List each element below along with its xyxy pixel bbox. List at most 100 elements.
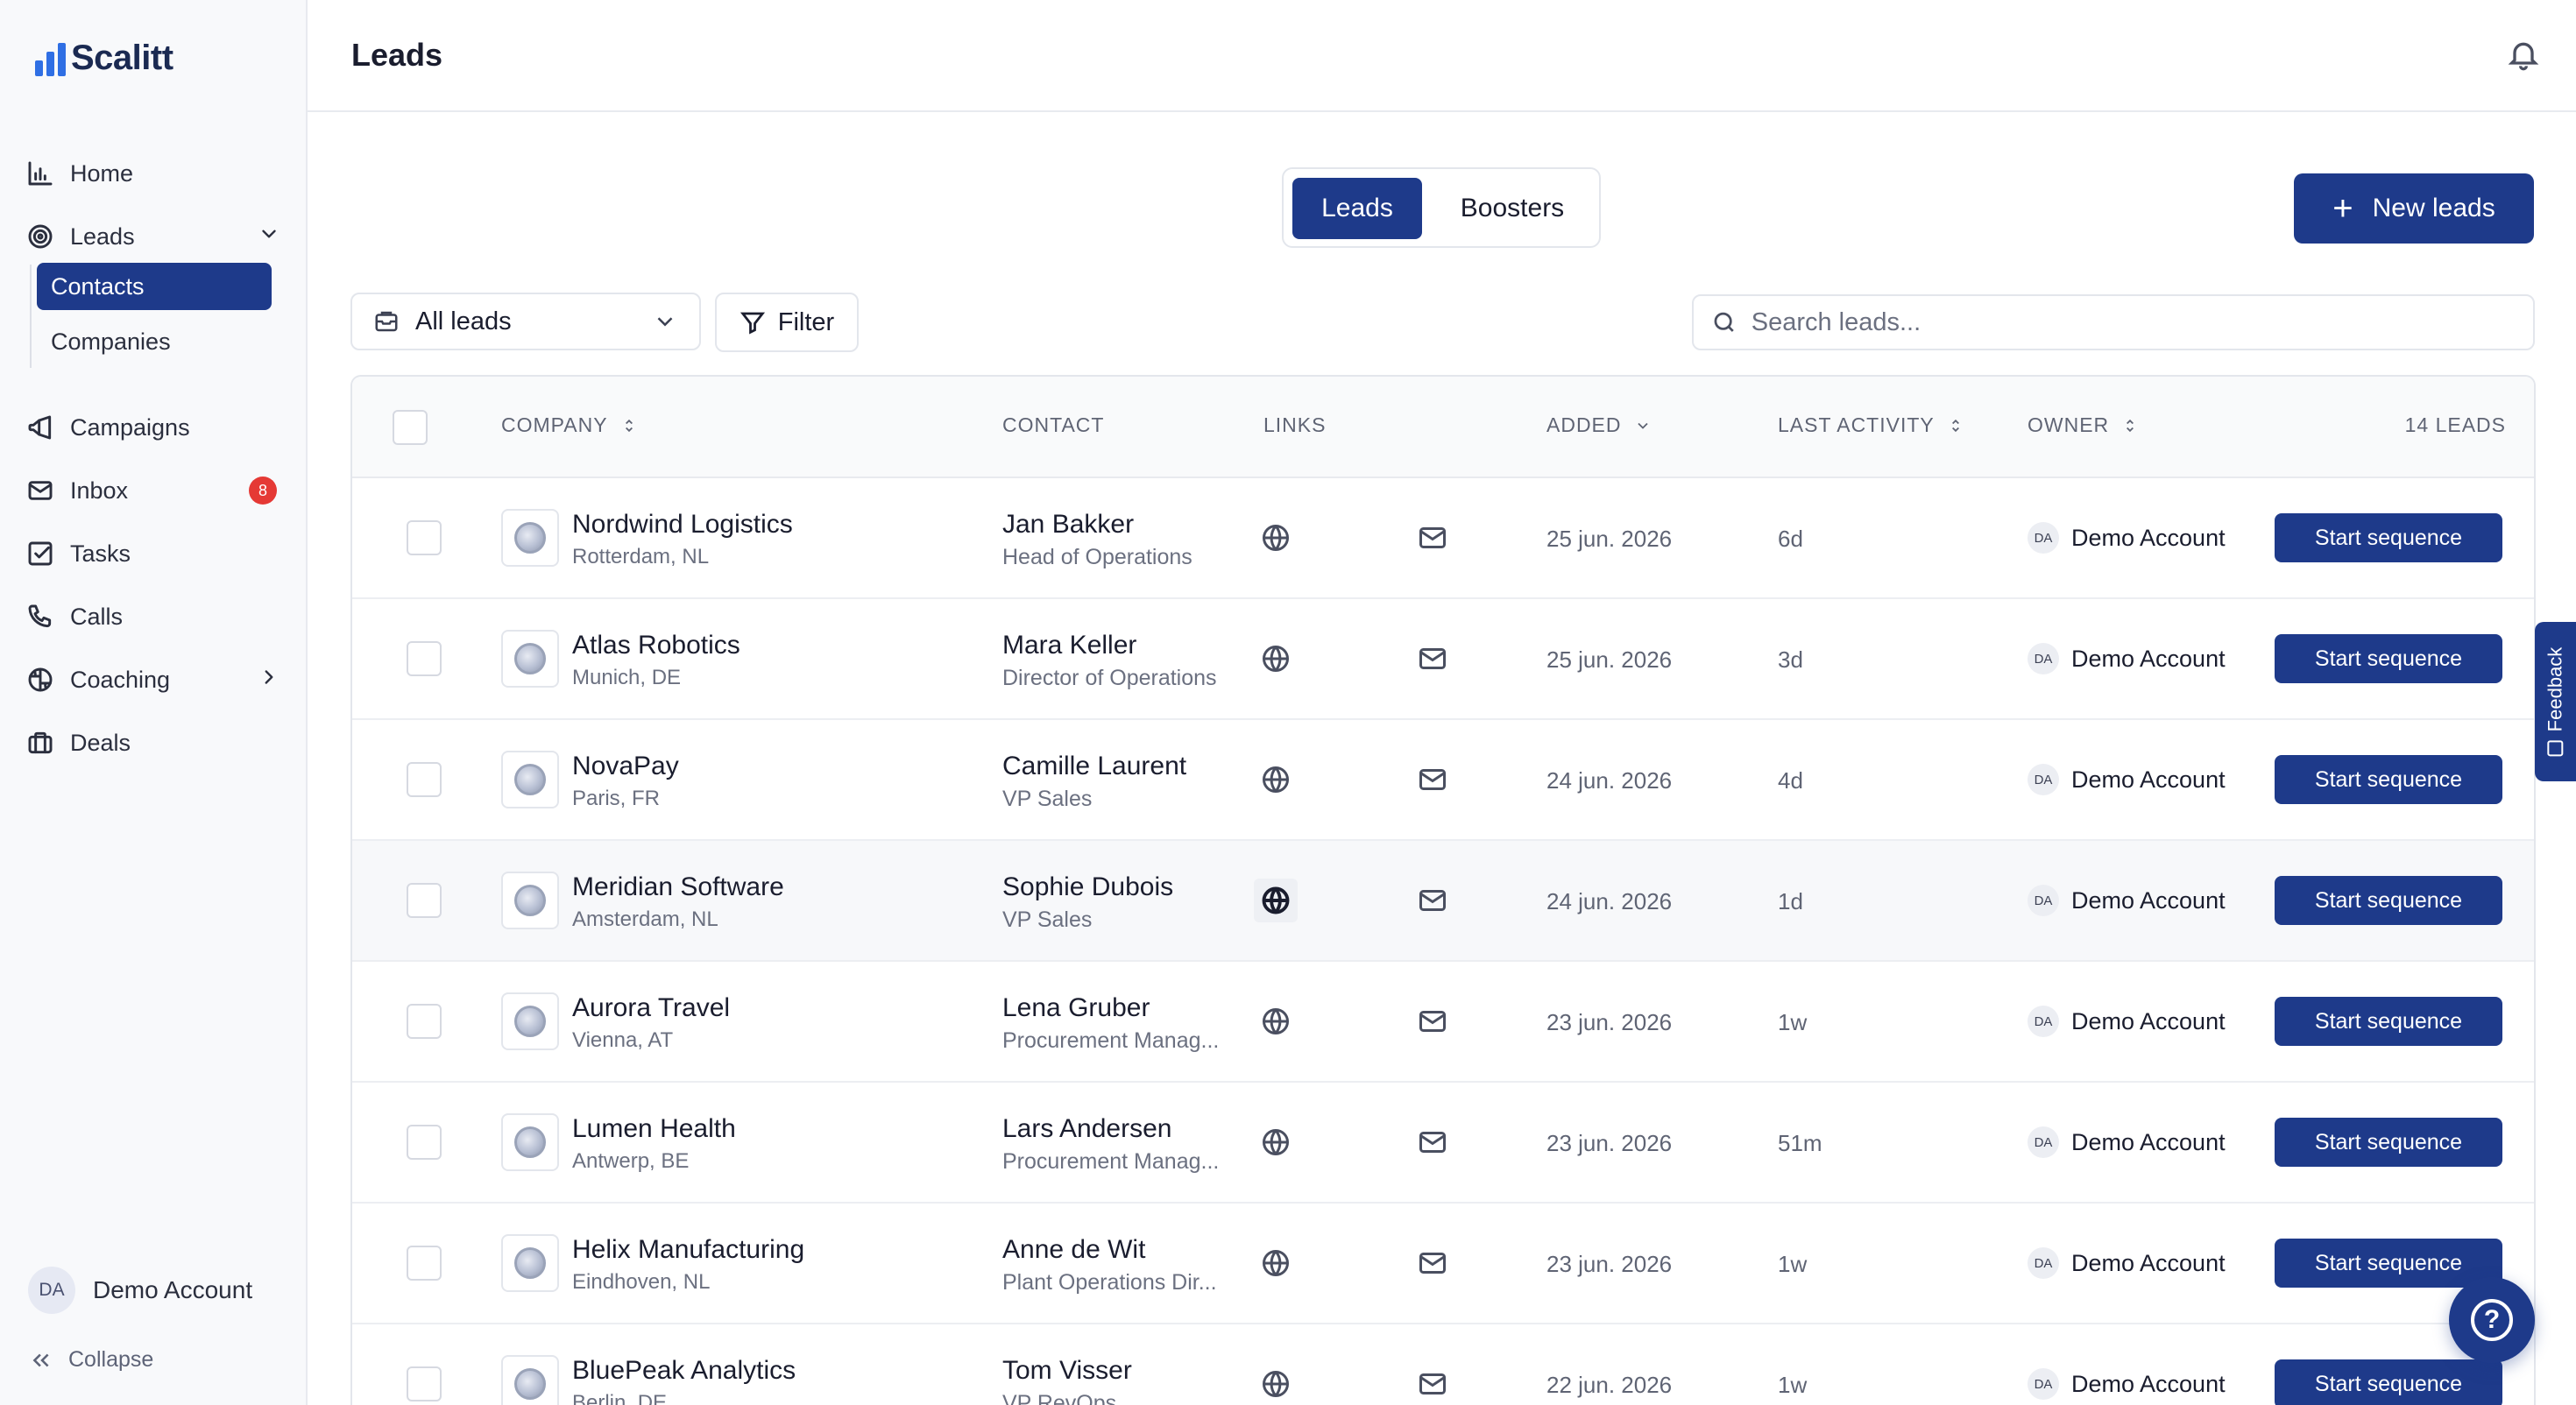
row-checkbox[interactable] — [407, 520, 442, 555]
contact-name[interactable]: Mara Keller — [1002, 631, 1137, 660]
sort-icon — [1951, 419, 1959, 432]
company-name[interactable]: Helix Manufacturing — [572, 1235, 805, 1264]
website-link-icon[interactable] — [1260, 1006, 1292, 1037]
email-link-icon[interactable] — [1417, 1006, 1448, 1037]
sidebar-item-calls[interactable]: Calls — [26, 592, 280, 641]
sidebar-item-inbox[interactable]: Inbox 8 — [26, 466, 280, 515]
company-name[interactable]: Lumen Health — [572, 1114, 736, 1143]
added-date: 25 jun. 2026 — [1546, 526, 1673, 552]
table-row[interactable]: Helix Manufacturing Eindhoven, NL Anne d… — [352, 1204, 2534, 1324]
column-added[interactable]: ADDED — [1546, 413, 1652, 437]
notifications-button[interactable] — [2506, 37, 2541, 72]
contact-role: VP RevOps — [1002, 1391, 1117, 1405]
row-checkbox[interactable] — [407, 762, 442, 797]
row-checkbox[interactable] — [407, 1246, 442, 1281]
contact-name[interactable]: Tom Visser — [1002, 1356, 1132, 1385]
website-link-icon[interactable] — [1254, 879, 1298, 922]
email-link-icon[interactable] — [1417, 1368, 1448, 1400]
company-name[interactable]: Aurora Travel — [572, 993, 731, 1022]
chevron-right-icon[interactable] — [258, 666, 280, 695]
column-owner[interactable]: OWNER — [2028, 413, 2139, 437]
start-sequence-button[interactable]: Start sequence — [2275, 755, 2502, 804]
sidebar-item-label: Deals — [70, 729, 131, 756]
sidebar-item-leads[interactable]: Leads — [26, 212, 280, 261]
sidebar-item-deals[interactable]: Deals — [26, 718, 280, 767]
company-name[interactable]: NovaPay — [572, 752, 679, 780]
email-link-icon[interactable] — [1417, 1247, 1448, 1279]
contact-name[interactable]: Anne de Wit — [1002, 1235, 1146, 1264]
row-checkbox[interactable] — [407, 883, 442, 918]
feedback-tab[interactable]: Feedback — [2535, 622, 2576, 781]
start-sequence-button[interactable]: Start sequence — [2275, 1118, 2502, 1167]
website-link-icon[interactable] — [1260, 643, 1292, 674]
sidebar-subitem-contacts[interactable]: Contacts — [37, 263, 272, 310]
website-link-icon[interactable] — [1260, 1126, 1292, 1158]
row-checkbox[interactable] — [407, 1366, 442, 1401]
table-row[interactable]: Aurora Travel Vienna, AT Lena Gruber Pro… — [352, 962, 2534, 1083]
tab-boosters[interactable]: Boosters — [1460, 194, 1565, 222]
bell-icon — [2508, 42, 2539, 71]
company-logo — [501, 1234, 559, 1292]
column-company[interactable]: COMPANY — [501, 413, 638, 437]
start-sequence-button[interactable]: Start sequence — [2275, 876, 2502, 925]
owner: DA Demo Account — [2028, 1126, 2226, 1158]
search-input[interactable] — [1751, 307, 2516, 337]
column-last-activity[interactable]: LAST ACTIVITY — [1778, 413, 1964, 437]
start-sequence-button[interactable]: Start sequence — [2275, 634, 2502, 683]
chevron-down-icon[interactable] — [258, 222, 280, 251]
contact-name[interactable]: Sophie Dubois — [1002, 872, 1174, 901]
company-name[interactable]: BluePeak Analytics — [572, 1356, 796, 1385]
website-link-icon[interactable] — [1260, 1247, 1292, 1279]
website-link-icon[interactable] — [1260, 522, 1292, 554]
email-link-icon[interactable] — [1417, 522, 1448, 554]
globe-placeholder-icon — [514, 522, 546, 554]
table-row[interactable]: Atlas Robotics Munich, DE Mara Keller Di… — [352, 599, 2534, 720]
new-leads-button[interactable]: + New leads — [2294, 173, 2534, 244]
globe-placeholder-icon — [514, 643, 546, 674]
email-link-icon[interactable] — [1417, 885, 1448, 916]
table-row[interactable]: BluePeak Analytics Berlin, DE Tom Visser… — [352, 1324, 2534, 1405]
email-link-icon[interactable] — [1417, 764, 1448, 795]
account-menu[interactable]: DA Demo Account — [28, 1267, 252, 1314]
company-location: Vienna, AT — [572, 1028, 674, 1052]
select-all-checkbox[interactable] — [393, 410, 428, 445]
company-name[interactable]: Meridian Software — [572, 872, 784, 901]
help-button[interactable]: ? — [2449, 1277, 2535, 1363]
company-name[interactable]: Atlas Robotics — [572, 631, 740, 660]
filter-label: Filter — [777, 307, 835, 336]
page-title: Leads — [351, 37, 443, 73]
sidebar-item-coaching[interactable]: Coaching — [26, 655, 280, 704]
feedback-icon — [2547, 740, 2564, 757]
tab-leads[interactable]: Leads — [1292, 178, 1422, 239]
contact-name[interactable]: Camille Laurent — [1002, 752, 1187, 780]
column-label: ADDED — [1546, 413, 1622, 436]
company-name[interactable]: Nordwind Logistics — [572, 510, 793, 539]
search-box — [1692, 294, 2535, 350]
row-checkbox[interactable] — [407, 1125, 442, 1160]
table-row[interactable]: Meridian Software Amsterdam, NL Sophie D… — [352, 841, 2534, 962]
lead-scope-select[interactable]: All leads — [350, 293, 701, 350]
app-logo[interactable]: Scalitt — [35, 39, 173, 78]
website-link-icon[interactable] — [1260, 764, 1292, 795]
sidebar-item-tasks[interactable]: Tasks — [26, 529, 280, 578]
start-sequence-button[interactable]: Start sequence — [2275, 1239, 2502, 1288]
filter-button[interactable]: Filter — [715, 293, 859, 352]
start-sequence-button[interactable]: Start sequence — [2275, 997, 2502, 1046]
email-link-icon[interactable] — [1417, 643, 1448, 674]
table-row[interactable]: Lumen Health Antwerp, BE Lars Andersen P… — [352, 1083, 2534, 1204]
row-checkbox[interactable] — [407, 641, 442, 676]
contact-name[interactable]: Jan Bakker — [1002, 510, 1135, 539]
table-row[interactable]: NovaPay Paris, FR Camille Laurent VP Sal… — [352, 720, 2534, 841]
collapse-button[interactable]: Collapse — [30, 1347, 153, 1373]
table-row[interactable]: Nordwind Logistics Rotterdam, NL Jan Bak… — [352, 478, 2534, 599]
sidebar-item-home[interactable]: Home — [26, 149, 280, 198]
contact-name[interactable]: Lena Gruber — [1002, 993, 1150, 1022]
contact-name[interactable]: Lars Andersen — [1002, 1114, 1172, 1143]
sidebar-subitem-companies[interactable]: Companies — [51, 328, 171, 355]
website-link-icon[interactable] — [1260, 1368, 1292, 1400]
sidebar-item-campaigns[interactable]: Campaigns — [26, 403, 280, 452]
start-sequence-button[interactable]: Start sequence — [2275, 513, 2502, 562]
row-checkbox[interactable] — [407, 1004, 442, 1039]
email-link-icon[interactable] — [1417, 1126, 1448, 1158]
start-sequence-button[interactable]: Start sequence — [2275, 1359, 2502, 1405]
